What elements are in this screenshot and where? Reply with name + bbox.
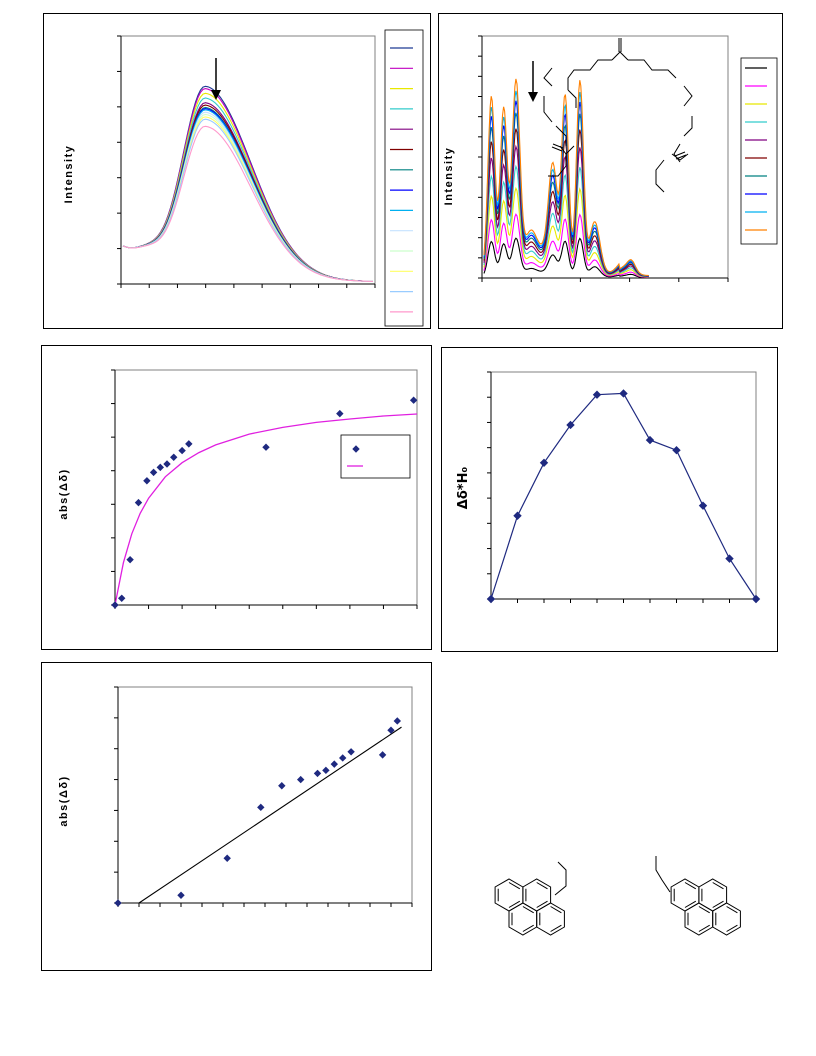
legend [384,29,424,327]
spectrum2-series-3 [483,186,649,278]
fluorescence-chart-2: Intensity [443,35,778,282]
y-axis-label: Intensity [443,147,455,206]
ring-bond [497,882,521,908]
data-point [347,748,355,756]
ring-bond [715,906,738,932]
data-point [322,766,330,775]
data-point [672,445,681,455]
legend [340,434,411,479]
spectrum2-series-4 [483,164,649,278]
data-point [118,594,126,602]
plot-area [490,371,757,600]
data-point [409,396,418,404]
linear-fit-panel: abs(Δδ) [41,662,432,971]
data-point [513,511,522,520]
data-point [296,775,305,784]
fluorescence-chart-1: Intensity [63,29,424,327]
y-axis-label: abs(Δδ) [58,775,70,826]
spectrum2-series-1 [483,237,649,279]
ring [698,878,728,912]
ring [712,902,741,936]
data-point [378,751,387,759]
spectrum-series-14 [122,125,374,282]
data-point [114,899,122,907]
data-point [156,463,165,472]
data-point [592,390,602,399]
spectrum2-series-6 [483,128,649,277]
legend [740,57,778,245]
ring [522,878,552,912]
data-point [262,443,270,451]
spectrum2-series-10 [483,78,649,277]
binding-isotherm-chart: abs(Δδ) [58,369,418,609]
data-point [645,435,655,445]
job-plot-panel: Δδ*H₀ [441,347,778,652]
data-point [223,854,231,862]
y-axis-label: Intensity [63,145,75,204]
data-point [178,446,186,455]
data-point [134,498,143,507]
linear-fit-chart: abs(Δδ) [58,686,413,907]
y-axis-label: Δδ*H₀ [456,467,471,510]
ring [494,878,524,912]
down-arrow-icon [211,90,221,100]
data-point [126,555,134,564]
data-point [111,601,119,609]
data-point [539,458,549,468]
ring-bond [701,882,724,908]
spectrum2-series-2 [483,213,649,278]
linker [554,861,567,896]
binding-isotherm-panel: abs(Δδ) [41,345,432,650]
data-point [338,754,347,762]
data-point [177,891,185,899]
ring [536,902,565,936]
data-point [163,460,171,468]
ring-bond [525,882,548,908]
data-point [143,477,151,485]
fluorescence-chart-panel-1: Intensity [43,13,431,329]
linker [655,856,671,893]
trendline [138,726,402,904]
ring [670,878,700,912]
data-point [619,389,628,398]
data-point [566,420,575,430]
data-point [486,594,496,604]
data-point [330,760,339,768]
data-point [170,453,178,461]
data-point [185,440,193,448]
data-point [393,717,402,725]
plot-area [117,686,413,904]
plot-area [114,369,418,606]
ring-bond [673,882,697,908]
data-point [336,409,344,418]
data-point [313,769,322,778]
data-point [278,782,286,790]
fluorescence-chart-panel-2: Intensity [438,13,783,329]
data-point [725,554,734,563]
ring [508,902,538,936]
y-axis-label: abs(Δδ) [58,468,70,519]
data-point [698,501,708,510]
job-plot-chart: Δδ*H₀ [456,371,761,604]
ring-bond [539,906,562,932]
down-arrow-icon [528,92,538,102]
data-point [149,468,158,477]
ring [684,902,714,936]
data-point [387,726,395,734]
data-point [751,594,761,604]
ring-bond [687,906,710,932]
fit-curve [114,413,418,606]
legend-marker [352,445,360,453]
data-point [257,803,265,812]
ring-bond [511,906,534,932]
